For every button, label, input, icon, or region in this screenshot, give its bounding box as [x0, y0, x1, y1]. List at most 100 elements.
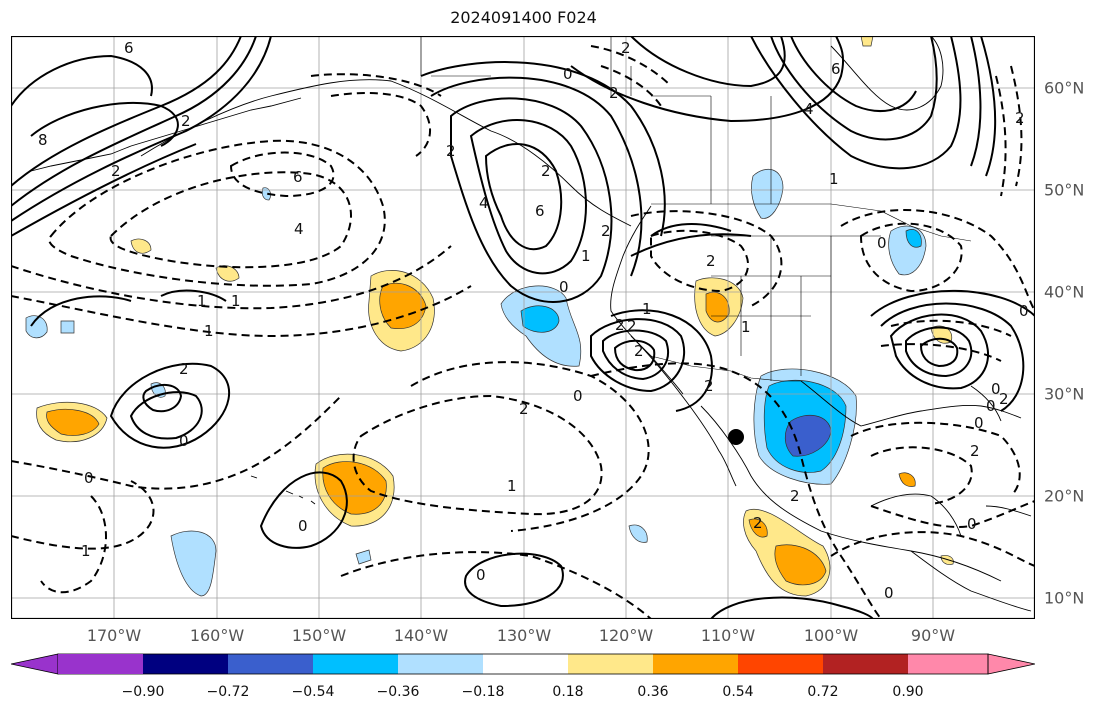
- contour-label: 6: [124, 39, 134, 57]
- contour-label: 0: [884, 584, 894, 602]
- dashed-contours: [11, 45, 1035, 619]
- patch-140w-core: [379, 282, 427, 330]
- lon-label: 110°W: [700, 626, 756, 645]
- colorbar-tick: −0.36: [376, 684, 420, 700]
- contour-label: 2: [1015, 109, 1025, 127]
- positive-anomaly-fills: [36, 36, 954, 597]
- colorbar-tick: 0.36: [637, 684, 669, 700]
- map-title: 2024091400 F024: [450, 8, 597, 27]
- patch-145w-core: [322, 461, 387, 515]
- contour-label: 0: [84, 469, 94, 487]
- florida: [970, 385, 1002, 422]
- contour-label: 8: [38, 131, 48, 149]
- mexico-coast: [700, 405, 1002, 582]
- contour-label: 2: [541, 162, 551, 180]
- contour-label: 1: [231, 292, 241, 310]
- contour-label: 1: [197, 292, 207, 310]
- colorbar-bin: [908, 654, 988, 674]
- colorbar-extend-high: [987, 653, 1035, 675]
- map-panel: 6 8 6 4 2 2 6 4 2 2 6 4 2 2 1 1 2 1 2 2 …: [11, 36, 1035, 619]
- colorbar-bin: [483, 654, 568, 674]
- contour-label: 0: [877, 234, 887, 252]
- map-canvas: 6 8 6 4 2 2 6 4 2 2 6 4 2 2 1 1 2 1 2 2 …: [11, 36, 1035, 619]
- contour-label: 0: [559, 278, 569, 296]
- lon-label: 130°W: [496, 626, 552, 645]
- colorbar-bin: [653, 654, 738, 674]
- contour-label: 2: [999, 390, 1009, 408]
- lon-label: 150°W: [291, 626, 347, 645]
- colorbar-bin: [823, 654, 908, 674]
- contour-label: 1: [81, 542, 91, 560]
- aleutians: [30, 97, 302, 172]
- blue-patch-baja-core: [520, 305, 560, 333]
- contour-label: 2: [519, 400, 529, 418]
- central-america: [910, 550, 1032, 612]
- lon-label: 90°W: [910, 626, 956, 645]
- colorbar-bin: [228, 654, 313, 674]
- contour-label: 2: [704, 377, 714, 395]
- lon-label: 160°W: [189, 626, 245, 645]
- contour-label: 2: [790, 487, 800, 505]
- contour-label: 2: [970, 442, 980, 460]
- contour-label: 2: [753, 514, 763, 532]
- colorbar-tick: 0.90: [892, 684, 924, 700]
- contour-label: 0: [563, 65, 573, 83]
- contour-label: 1: [507, 477, 517, 495]
- contour-label: 2: [601, 222, 611, 240]
- lat-label: 10°N: [1044, 588, 1085, 608]
- patch-mexico-south-core: [774, 544, 827, 586]
- hawaii-islands: [250, 475, 316, 505]
- colorbar-extend-low: [11, 653, 59, 675]
- colorbar-bin: [313, 654, 398, 674]
- lon-label: 120°W: [598, 626, 654, 645]
- west-coast: [610, 205, 684, 395]
- yucatan: [870, 493, 962, 537]
- contour-label: 2: [634, 342, 644, 360]
- colorbar-tick: 0.18: [552, 684, 584, 700]
- contour-label: 2: [111, 162, 121, 180]
- cuba: [985, 505, 1032, 517]
- contour-label: 0: [967, 515, 977, 533]
- blue-patch-great-lakes-core: [905, 229, 922, 248]
- contour-label: 2: [181, 112, 191, 130]
- contour-label: 0: [991, 380, 1001, 398]
- contour-label: 2: [621, 39, 631, 57]
- us-canada-border: [651, 203, 972, 242]
- contour-label: 0: [298, 517, 308, 535]
- lat-label: 30°N: [1044, 384, 1085, 404]
- lat-label: 60°N: [1044, 78, 1085, 98]
- contour-label: 0: [573, 387, 583, 405]
- blue-patch-west: [25, 315, 48, 339]
- gulf-coast: [800, 380, 1022, 427]
- colorbar-bin: [568, 654, 653, 674]
- contour-label: 6: [831, 60, 841, 78]
- contour-label: 1: [829, 170, 839, 188]
- contour-label: 0: [986, 397, 996, 415]
- colorbar-bin: [398, 654, 483, 674]
- patch-sw-us-core: [705, 291, 730, 323]
- colorbar-bin: [738, 654, 823, 674]
- colorbar-tick: 0.54: [722, 684, 754, 700]
- contour-label: 0: [974, 414, 984, 432]
- blue-patch-canada: [751, 168, 784, 219]
- contour-label: 1: [204, 322, 214, 340]
- lon-label: 140°W: [393, 626, 449, 645]
- contour-label: 0: [1019, 302, 1029, 320]
- solid-contours: [11, 36, 1035, 619]
- blue-patch-mexico-core: [784, 414, 832, 457]
- lat-label: 40°N: [1044, 282, 1085, 302]
- lat-label: 50°N: [1044, 180, 1085, 200]
- contour-label: 2: [615, 316, 625, 334]
- colorbar-tick: −0.54: [291, 684, 335, 700]
- lon-label: 170°W: [86, 626, 142, 645]
- colorbar-tick: −0.90: [121, 684, 165, 700]
- colorbar-tick: −0.72: [206, 684, 250, 700]
- contour-label: 6: [293, 168, 303, 186]
- blue-patch-hawaii: [170, 530, 217, 597]
- contour-label: 0: [476, 566, 486, 584]
- contour-labels: 6 8 6 4 2 2 6 4 2 2 6 4 2 2 1 1 2 1 2 2 …: [38, 39, 1029, 602]
- political-borders: [420, 36, 972, 382]
- location-marker: [728, 429, 744, 445]
- contour-label: 1: [642, 300, 652, 318]
- patch-170w-core: [46, 409, 100, 436]
